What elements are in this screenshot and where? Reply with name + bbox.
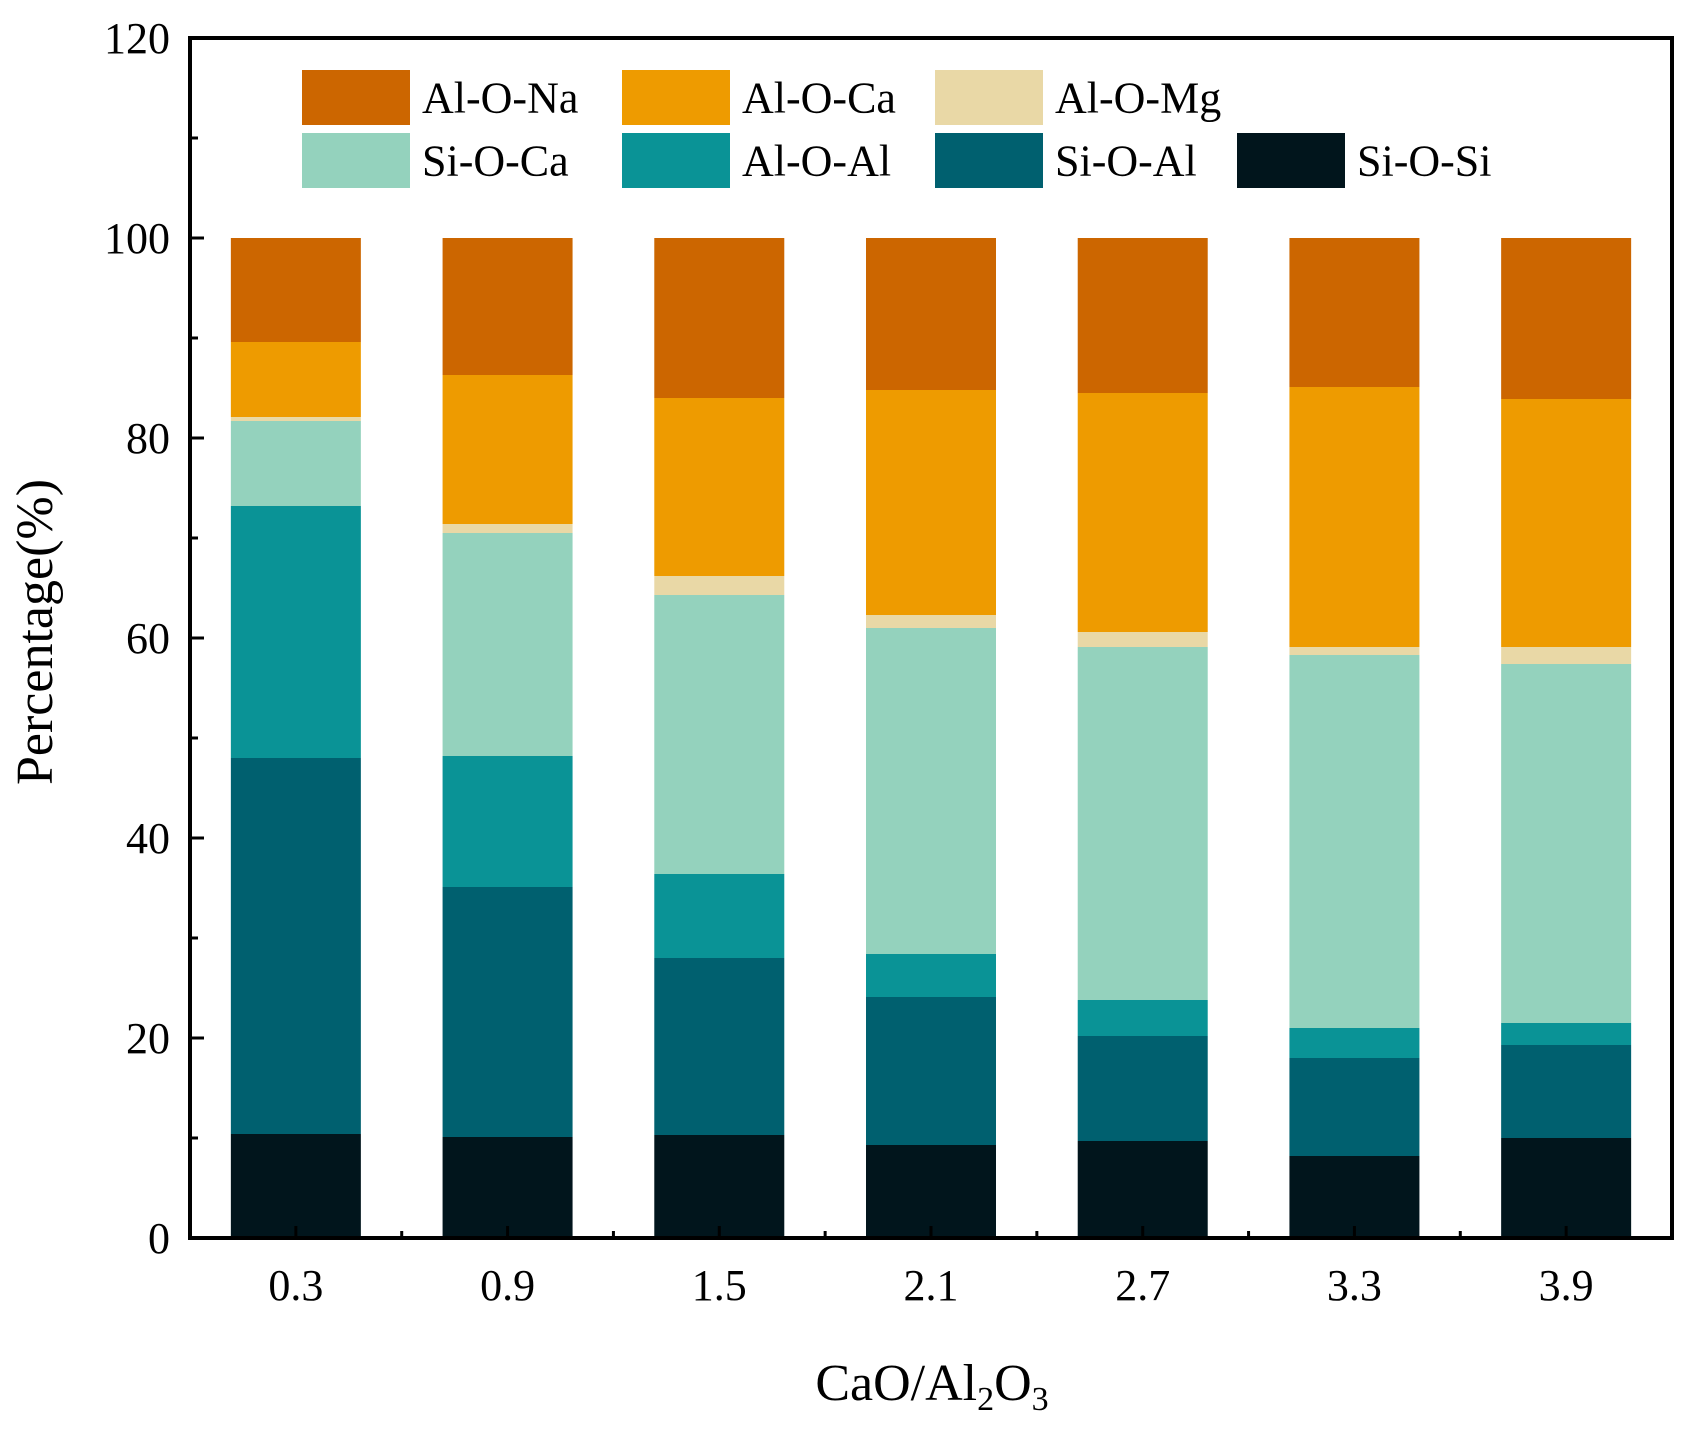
bar-segment-al-o-al-2.1 [866,954,996,997]
legend-label-si-o-si: Si-O-Si [1357,137,1491,186]
bar-segment-si-o-ca-3.9 [1501,664,1632,1023]
bar-segment-al-o-mg-2.1 [866,615,996,628]
bar-segment-si-o-al-1.5 [654,958,785,1135]
legend-label-al-o-mg: Al-O-Mg [1055,74,1221,123]
legend-swatch-al-o-mg [935,70,1043,125]
bar-segment-si-o-al-2.1 [866,997,996,1145]
bar-segment-si-o-si-0.3 [230,1134,361,1238]
bar-segment-al-o-na-3.9 [1501,238,1632,399]
bar-segment-al-o-na-2.1 [866,238,996,390]
legend-label-si-o-ca: Si-O-Ca [422,137,569,186]
bar-segment-al-o-na-2.7 [1077,238,1208,393]
bar-segment-al-o-mg-0.9 [442,524,573,533]
bar-segment-si-o-al-0.3 [230,758,361,1134]
y-tick-label: 0 [148,1214,170,1263]
x-axis: 0.3 0.9 1.5 2.1 2.7 3.3 3.9 [188,1226,1674,1310]
legend-swatch-al-o-ca [622,70,730,125]
legend-swatch-si-o-ca [302,133,410,188]
bar-segment-si-o-ca-3.3 [1289,655,1420,1028]
x-tick-label: 0.3 [268,1261,323,1310]
x-axis-title: CaO/Al2O3 [815,1355,1048,1418]
y-tick-label: 80 [126,414,170,463]
x-tick-label: 2.1 [904,1261,959,1310]
x-tick-label: 1.5 [692,1261,747,1310]
bar-segment-al-o-ca-3.3 [1289,387,1420,647]
bar-segment-si-o-al-3.9 [1501,1045,1632,1138]
bar-segment-si-o-al-3.3 [1289,1058,1420,1156]
bar-segment-al-o-na-0.9 [442,238,573,375]
bar-segment-al-o-ca-2.1 [866,390,996,615]
x-tick-label: 0.9 [480,1261,535,1310]
bar-segment-si-o-ca-1.5 [654,595,785,874]
bar-segment-al-o-al-3.9 [1501,1023,1632,1045]
legend-label-al-o-na: Al-O-Na [422,74,578,123]
bar-segment-al-o-al-1.5 [654,874,785,958]
bar-segment-al-o-ca-2.7 [1077,393,1208,632]
y-axis: 0 20 40 60 80 100 120 [104,14,204,1263]
bar-segment-si-o-si-2.7 [1077,1141,1208,1238]
legend-swatch-si-o-al [935,133,1043,188]
y-tick-label: 100 [104,214,170,263]
bar-segment-al-o-na-1.5 [654,238,785,398]
y-tick-label: 20 [126,1014,170,1063]
bar-segment-al-o-mg-2.7 [1077,632,1208,647]
legend-swatch-al-o-na [302,70,410,125]
x-axis-title-sub2: 3 [1032,1381,1049,1418]
y-axis-title: Percentage(%) [7,479,64,785]
bar-segment-al-o-al-0.3 [230,506,361,758]
bar-segment-si-o-ca-2.7 [1077,647,1208,1000]
bar-segment-si-o-ca-2.1 [866,628,996,954]
bar-segment-si-o-ca-0.9 [442,533,573,756]
bar-segment-al-o-mg-3.3 [1289,647,1420,655]
bar-segment-si-o-si-3.3 [1289,1156,1420,1238]
bar-segment-si-o-ca-0.3 [230,421,361,506]
x-axis-title-mid: O [994,1355,1032,1412]
bar-segment-al-o-na-0.3 [230,238,361,342]
x-axis-title-sub1: 2 [977,1381,994,1418]
bar-segment-al-o-mg-0.3 [230,417,361,421]
x-tick-label: 3.9 [1539,1261,1594,1310]
legend: Al-O-Na Al-O-Ca Al-O-Mg Si-O-Ca Al-O-Al Si-O-… [302,70,1491,188]
bar-segment-si-o-si-1.5 [654,1135,785,1238]
y-tick-label: 40 [126,814,170,863]
bar-segment-al-o-al-0.9 [442,756,573,887]
bar-segment-al-o-na-3.3 [1289,238,1420,387]
bar-segment-al-o-ca-3.9 [1501,399,1632,647]
bar-segment-si-o-al-0.9 [442,887,573,1137]
bar-segment-al-o-ca-0.3 [230,342,361,417]
x-tick-label: 3.3 [1327,1261,1382,1310]
bar-segment-al-o-mg-1.5 [654,576,785,595]
x-axis-title-main: CaO/Al [815,1355,977,1412]
x-tick-label: 2.7 [1115,1261,1170,1310]
bar-segment-si-o-si-2.1 [866,1145,996,1238]
legend-label-al-o-ca: Al-O-Ca [742,74,896,123]
legend-swatch-al-o-al [622,133,730,188]
bar-segment-si-o-si-3.9 [1501,1138,1632,1238]
legend-label-si-o-al: Si-O-Al [1055,137,1197,186]
bar-segment-al-o-al-2.7 [1077,1000,1208,1036]
legend-swatch-si-o-si [1237,133,1345,188]
bar-segment-al-o-mg-3.9 [1501,647,1632,664]
legend-label-al-o-al: Al-O-Al [742,137,891,186]
bar-segment-al-o-ca-0.9 [442,375,573,524]
bar-segment-si-o-al-2.7 [1077,1036,1208,1141]
y-tick-label: 120 [104,14,170,63]
bars-group [230,238,1632,1238]
bar-segment-al-o-al-3.3 [1289,1028,1420,1058]
bar-segment-si-o-si-0.9 [442,1137,573,1238]
bar-segment-al-o-ca-1.5 [654,398,785,576]
y-tick-label: 60 [126,614,170,663]
